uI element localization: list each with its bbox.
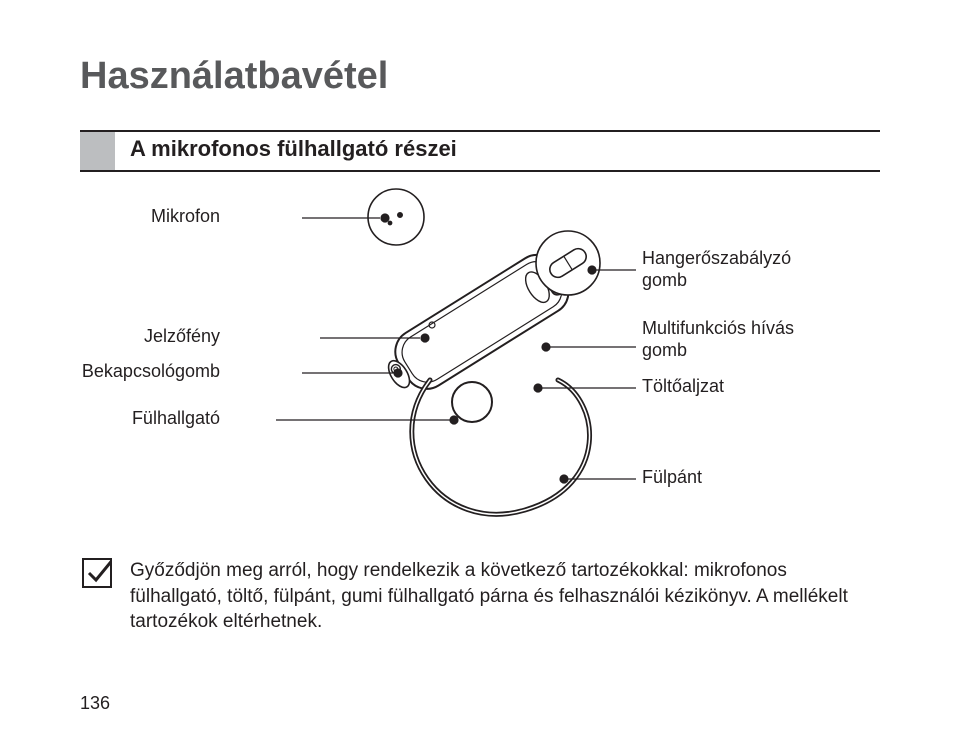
label-multi: Multifunkciós hívásgomb bbox=[642, 318, 794, 361]
page-title: Használatbavétel bbox=[80, 55, 388, 98]
label-power: Bekapcsológomb bbox=[82, 361, 220, 382]
label-earhook: Fülpánt bbox=[642, 467, 702, 488]
page-number: 136 bbox=[80, 693, 110, 714]
section-accent bbox=[80, 132, 115, 170]
section-header: A mikrofonos fülhallgató részei bbox=[80, 130, 880, 172]
label-led: Jelzőfény bbox=[144, 326, 220, 347]
section-title: A mikrofonos fülhallgató részei bbox=[130, 136, 457, 162]
checkmark-icon bbox=[82, 558, 112, 588]
label-earpiece: Fülhallgató bbox=[132, 408, 220, 429]
accessories-note: Győződjön meg arról, hogy rendelkezik a … bbox=[130, 558, 870, 635]
label-volume: Hangerőszabályzógomb bbox=[642, 248, 791, 291]
headset-diagram: Mikrofon Jelzőfény Bekapcsológomb Fülhal… bbox=[80, 175, 880, 525]
label-charge: Töltőaljzat bbox=[642, 376, 724, 397]
label-mic: Mikrofon bbox=[151, 206, 220, 227]
